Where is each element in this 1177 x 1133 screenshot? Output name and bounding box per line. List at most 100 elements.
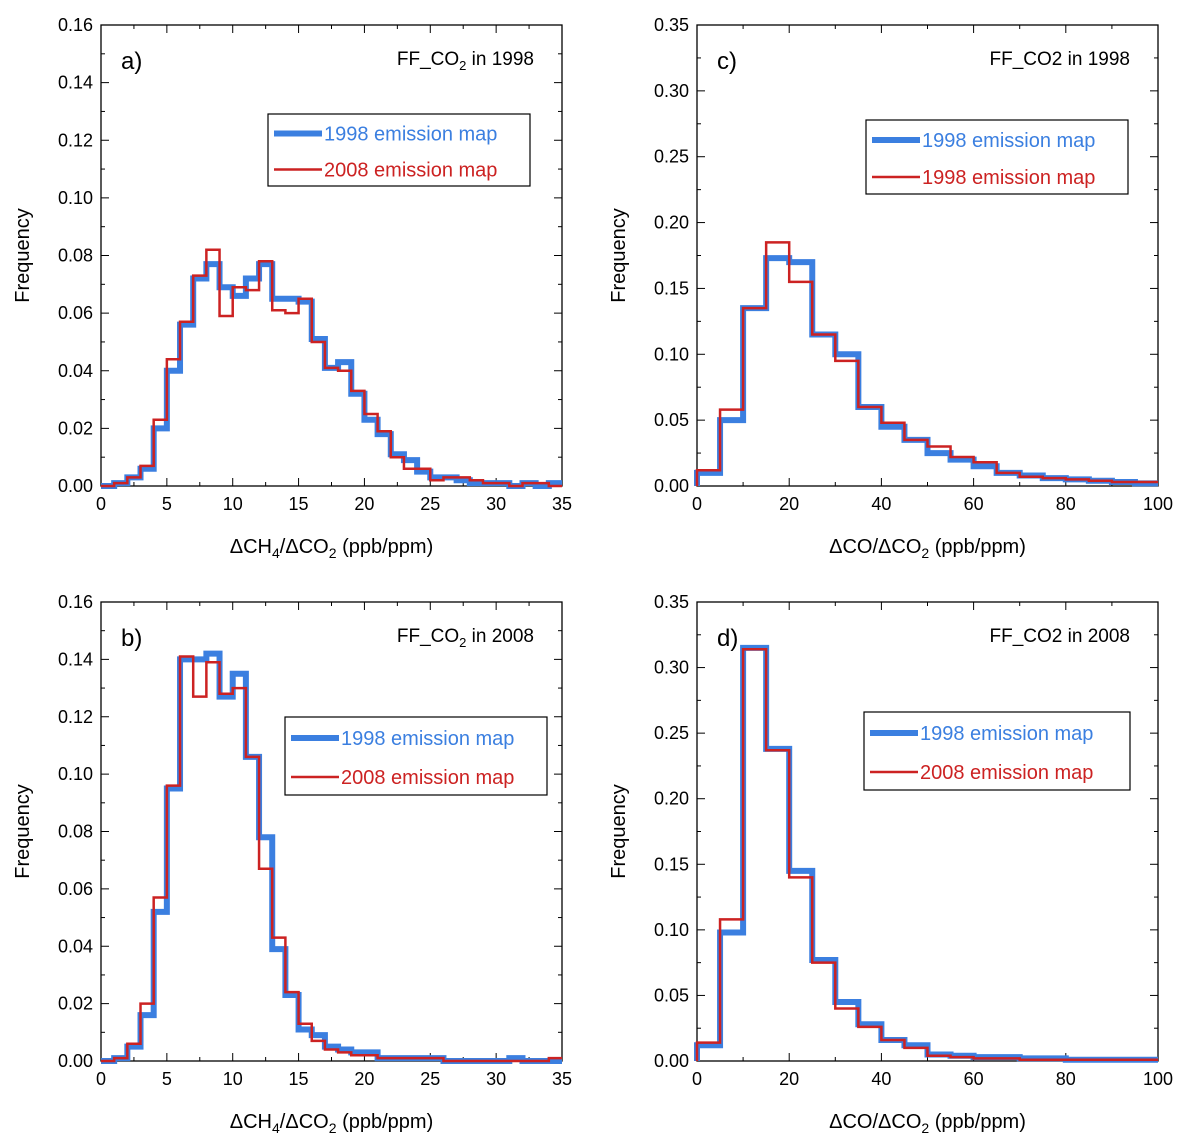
y-tick-label: 0.25 [654, 147, 689, 167]
xlabel-unit: (ppb/ppm) [337, 536, 434, 558]
x-tick-label: 40 [871, 1069, 891, 1089]
y-axis-label: Frequency [12, 784, 34, 879]
xlabel-unit: (ppb/ppm) [929, 536, 1026, 558]
plot-frame [100, 601, 563, 1062]
panel-label: d) [717, 625, 738, 652]
y-tick-label: 0.08 [58, 246, 93, 266]
y-tick-label: 0.12 [58, 707, 93, 727]
x-axis-label: ΔCO/ΔCO2 (ppb/ppm) [829, 1111, 1026, 1133]
legend: 1998 emission map 2008 emission map [267, 113, 531, 187]
xlabel-species1: CH [243, 536, 272, 558]
y-tick-label: 0.00 [654, 1051, 689, 1071]
y-tick-label: 0.12 [58, 130, 93, 150]
x-tick-label: 20 [779, 494, 799, 514]
annotation-prefix: FF_CO2 in 2008 [990, 626, 1130, 647]
y-tick-label: 0.14 [58, 649, 93, 669]
legend-entry-label: 1998 emission map [341, 728, 514, 750]
y-tick-label: 0.04 [58, 361, 93, 381]
panel-a: 0 5 10 15 20 25 30 35 0.00 0.02 0.04 0.06 0.08 0.10 0.… [12, 15, 572, 561]
series-step-line-red [695, 241, 1158, 486]
xlabel-slash: /Δ [872, 536, 891, 558]
panel-label: a) [121, 48, 142, 75]
x-tick-label: 40 [871, 494, 891, 514]
xlabel-unit: (ppb/ppm) [929, 1111, 1026, 1133]
x-tick-label: 15 [289, 1069, 309, 1089]
x-tick-label: 10 [223, 494, 243, 514]
xlabel-species2: CO [299, 536, 329, 558]
y-tick-label: 0.14 [58, 73, 93, 93]
x-tick-label: 5 [162, 494, 172, 514]
series-step-line-blue [101, 650, 562, 1064]
y-tick-label: 0.30 [654, 81, 689, 101]
legend-entry-label: 2008 emission map [341, 767, 514, 789]
y-tick-label: 0.08 [58, 822, 93, 842]
y-tick-label: 0.05 [654, 985, 689, 1005]
annotation-subscript: 2 [459, 635, 466, 650]
legend-box [865, 119, 1129, 195]
y-tick-label: 0.00 [654, 476, 689, 496]
xlabel-delta: Δ [230, 536, 243, 558]
y-tick-label: 0.10 [58, 764, 93, 784]
y-tick-label: 0.20 [654, 789, 689, 809]
y-tick-label: 0.15 [654, 278, 689, 298]
panel-annotation: FF_CO2 in 2008 [990, 626, 1130, 647]
panel-annotation: FF_CO2 in 1998 [990, 49, 1130, 70]
annotation-suffix: in 2008 [466, 626, 534, 647]
legend: 1998 emission map 1998 emission map [865, 119, 1129, 195]
x-axis-label: ΔCH4/ΔCO2 (ppb/ppm) [230, 1111, 433, 1133]
x-tick-label: 100 [1143, 494, 1173, 514]
x-tick-label: 20 [354, 494, 374, 514]
xlabel-subscript2: 2 [329, 1120, 337, 1133]
xlabel-species1: CH [243, 1111, 272, 1133]
xlabel-subscript2: 2 [921, 1120, 929, 1133]
xlabel-unit: (ppb/ppm) [337, 1111, 434, 1133]
y-tick-label: 0.06 [58, 879, 93, 899]
x-tick-label: 0 [96, 1069, 106, 1089]
xlabel-species2: CO [891, 536, 921, 558]
xlabel-subscript2: 2 [329, 545, 337, 561]
xlabel-slash: /Δ [280, 1111, 299, 1133]
y-tick-label: 0.20 [654, 213, 689, 233]
x-tick-label: 0 [692, 1069, 702, 1089]
legend: 1998 emission map 2008 emission map [863, 711, 1131, 791]
series-step-line-blue [101, 261, 562, 489]
y-tick-label: 0.25 [654, 723, 689, 743]
x-tick-label: 60 [964, 494, 984, 514]
xlabel-species2: CO [299, 1111, 329, 1133]
x-tick-label: 60 [964, 1069, 984, 1089]
x-tick-label: 20 [779, 1069, 799, 1089]
y-tick-label: 0.10 [58, 188, 93, 208]
xlabel-delta: Δ [829, 1111, 842, 1133]
y-tick-label: 0.35 [654, 15, 689, 35]
y-tick-label: 0.15 [654, 854, 689, 874]
legend-box [267, 113, 531, 187]
y-tick-label: 0.02 [58, 994, 93, 1014]
y-tick-label: 0.00 [58, 476, 93, 496]
x-tick-label: 35 [552, 1069, 572, 1089]
x-tick-label: 0 [692, 494, 702, 514]
panel-label: c) [717, 48, 737, 75]
x-tick-label: 30 [486, 494, 506, 514]
annotation-prefix: FF_CO2 in 1998 [990, 49, 1130, 70]
y-tick-label: 0.10 [654, 920, 689, 940]
xlabel-species1: CO [842, 536, 872, 558]
legend-box [284, 716, 548, 796]
y-axis-label: Frequency [608, 784, 630, 879]
xlabel-slash: /Δ [280, 536, 299, 558]
legend-entry-label: 1998 emission map [922, 167, 1095, 189]
legend-entry-label: 2008 emission map [324, 159, 497, 181]
series-step-line-red [695, 647, 1158, 1061]
xlabel-delta: Δ [829, 536, 842, 558]
y-tick-label: 0.10 [654, 344, 689, 364]
panel-annotation: FF_CO2 in 1998 [397, 49, 534, 73]
x-tick-label: 80 [1056, 494, 1076, 514]
x-tick-label: 25 [420, 1069, 440, 1089]
y-tick-label: 0.16 [58, 15, 93, 35]
series-step-line-red [101, 248, 562, 488]
y-tick-label: 0.30 [654, 658, 689, 678]
panel-d: 0 20 40 60 80 100 0.00 0.05 0.10 0.15 0.20 0.25 0.30… [608, 592, 1173, 1133]
x-tick-label: 25 [420, 494, 440, 514]
annotation-subscript: 2 [459, 58, 466, 73]
y-tick-label: 0.04 [58, 936, 93, 956]
